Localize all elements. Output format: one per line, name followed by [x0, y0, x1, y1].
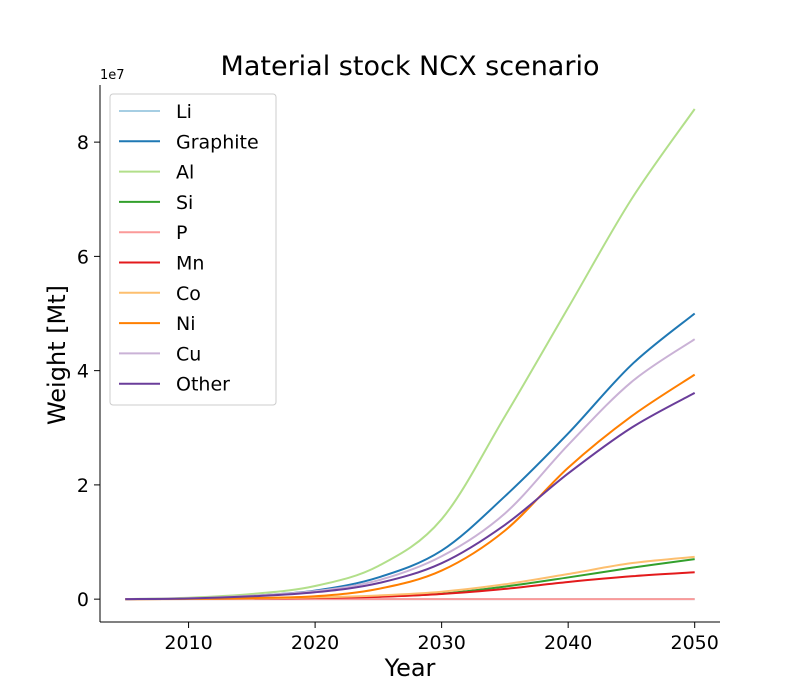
legend-label-co: Co	[176, 283, 201, 305]
legend: Li Graphite Al Si P Mn Co Ni Cu Other	[109, 93, 277, 406]
legend-label-si: Si	[176, 192, 193, 214]
series-line-al	[125, 108, 696, 601]
x-tick-label: 2040	[544, 632, 592, 654]
series-line-ni	[125, 373, 696, 601]
y-axis-offset-label: 1e7	[100, 68, 125, 83]
axes	[99, 85, 720, 623]
series-line-other	[125, 392, 696, 601]
y-axis-label: Weight [Mt]	[43, 285, 71, 425]
legend-label-graphite: Graphite	[176, 131, 259, 153]
series-layer	[125, 108, 696, 601]
x-axis-label: Year	[384, 654, 436, 682]
legend-label-mn: Mn	[176, 253, 204, 275]
x-tick-label: 2030	[417, 632, 465, 654]
legend-label-al: Al	[176, 162, 194, 184]
y-tick-label: 0	[77, 589, 89, 611]
legend-label-li: Li	[176, 101, 192, 123]
y-tick-label: 4	[77, 361, 89, 383]
legend-label-other: Other	[176, 374, 230, 396]
x-tick-label: 2010	[164, 632, 212, 654]
legend-label-ni: Ni	[176, 313, 196, 335]
x-tick-label: 2050	[671, 632, 719, 654]
y-tick-label: 2	[77, 475, 89, 497]
x-tick-label: 2020	[291, 632, 339, 654]
chart-title: Material stock NCX scenario	[221, 51, 600, 82]
series-line-mn	[125, 571, 695, 601]
tick-marks: 2010 2020 2030 2040 2050 0 2 4 6 8	[77, 132, 719, 654]
y-tick-label: 8	[77, 132, 89, 154]
legend-label-p: P	[176, 222, 187, 244]
legend-label-cu: Cu	[176, 343, 201, 365]
y-tick-label: 6	[77, 246, 89, 268]
